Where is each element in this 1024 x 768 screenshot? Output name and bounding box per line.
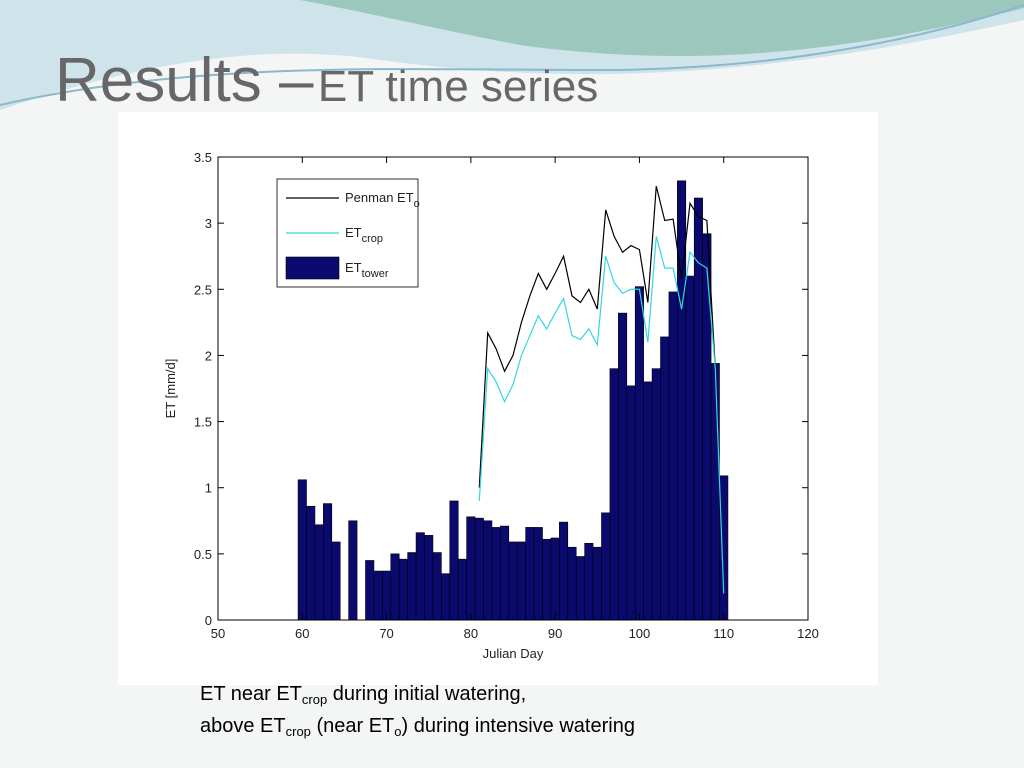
legend-label: Penman ETo xyxy=(345,190,420,210)
bar xyxy=(609,368,619,621)
caption-subscript: crop xyxy=(285,724,311,739)
header-waves xyxy=(0,0,1024,110)
caption-line: above ETcrop (near ETo) during intensive… xyxy=(200,710,635,742)
bar xyxy=(702,233,712,621)
caption-text: above ET xyxy=(200,715,286,737)
y-tick-label: 1.5 xyxy=(194,415,212,430)
bar xyxy=(508,541,518,621)
bar xyxy=(550,537,560,621)
legend-name: ET xyxy=(345,225,362,240)
bar xyxy=(693,197,703,621)
bar xyxy=(533,527,543,621)
bar xyxy=(331,541,341,621)
caption-text: (near ET xyxy=(310,715,395,737)
plot-frame xyxy=(217,156,809,621)
bar xyxy=(323,503,333,621)
bar xyxy=(567,546,577,621)
bar xyxy=(373,570,383,621)
bar xyxy=(457,558,467,621)
wave xyxy=(300,0,1024,56)
y-tick-label: 3 xyxy=(205,216,212,231)
legend-swatch xyxy=(285,256,340,280)
y-tick-label: 0.5 xyxy=(194,547,212,562)
bar xyxy=(584,542,594,621)
bar xyxy=(314,524,324,621)
x-tick-label: 60 xyxy=(295,626,309,641)
y-tick-label: 0 xyxy=(205,613,212,628)
legend-subscript: tower xyxy=(362,268,389,280)
bar xyxy=(348,520,358,621)
x-tick-label: 90 xyxy=(548,626,562,641)
legend-label: ETcrop xyxy=(345,225,383,245)
title-rest: ET time series xyxy=(317,62,599,111)
x-axis-label: Julian Day xyxy=(483,646,544,661)
bar xyxy=(365,560,375,621)
bar xyxy=(474,517,484,621)
bar xyxy=(643,381,653,621)
line xyxy=(478,236,725,594)
bar xyxy=(618,312,628,621)
bar xyxy=(660,336,670,621)
bar xyxy=(559,521,569,621)
y-tick-label: 3.5 xyxy=(194,150,212,165)
bar xyxy=(685,275,695,621)
caption-subscript: crop xyxy=(301,692,328,707)
legend-subscript: crop xyxy=(362,233,383,245)
x-tick-label: 100 xyxy=(629,626,651,641)
bar xyxy=(542,539,552,621)
legend-label: ETtower xyxy=(345,260,389,280)
legend-subscript: o xyxy=(414,198,420,210)
bar xyxy=(306,505,316,621)
bar xyxy=(483,520,493,621)
x-tick-label: 110 xyxy=(713,626,734,641)
bar xyxy=(710,363,720,621)
y-tick-label: 2.5 xyxy=(194,282,212,297)
bar xyxy=(390,553,400,621)
caption-line: ET near ETcrop during initial watering, xyxy=(200,678,635,710)
x-tick-label: 80 xyxy=(464,626,478,641)
caption-text: ) during intensive watering xyxy=(401,715,635,737)
caption-text: ET near ET xyxy=(200,683,302,705)
bar xyxy=(466,516,476,621)
bar xyxy=(575,556,585,621)
bar xyxy=(500,525,510,621)
caption: ET near ETcrop during initial watering, a… xyxy=(200,678,635,742)
caption-subscript: o xyxy=(394,724,402,739)
x-tick-label: 70 xyxy=(379,626,393,641)
legend-name: ET xyxy=(345,260,362,275)
bar xyxy=(651,368,661,621)
bar xyxy=(424,535,434,621)
bar xyxy=(516,541,526,621)
bar xyxy=(297,479,307,621)
bar xyxy=(592,546,602,621)
bar xyxy=(626,385,636,621)
bar xyxy=(398,558,408,621)
y-tick-label: 2 xyxy=(205,348,212,363)
y-axis-label: ET [mm/d] xyxy=(163,359,178,419)
wave-line xyxy=(0,4,1024,106)
legend-name: Penman ET xyxy=(345,190,414,205)
title-main: Results – xyxy=(55,46,314,115)
x-tick-label: 50 xyxy=(211,626,225,641)
bar xyxy=(415,532,425,621)
bar xyxy=(449,500,459,621)
bar xyxy=(491,527,501,621)
bar xyxy=(441,573,451,621)
bar xyxy=(719,475,729,621)
line xyxy=(478,185,716,488)
bar xyxy=(407,552,417,621)
bar xyxy=(382,570,392,621)
bar xyxy=(634,286,644,621)
bar xyxy=(432,552,442,621)
bar xyxy=(677,180,687,621)
x-tick-label: 120 xyxy=(797,626,819,641)
bar xyxy=(601,512,611,621)
chart: 50 60 70 80 90 100 110 120 0 0.5 1 1.5 2 2.5 3 3.5 Julia… xyxy=(118,112,878,685)
bar xyxy=(668,291,678,621)
caption-text: during initial watering, xyxy=(327,683,527,705)
bar xyxy=(525,527,535,621)
slide-title: Results – ET time series xyxy=(55,45,598,116)
y-tick-label: 1 xyxy=(205,481,212,496)
